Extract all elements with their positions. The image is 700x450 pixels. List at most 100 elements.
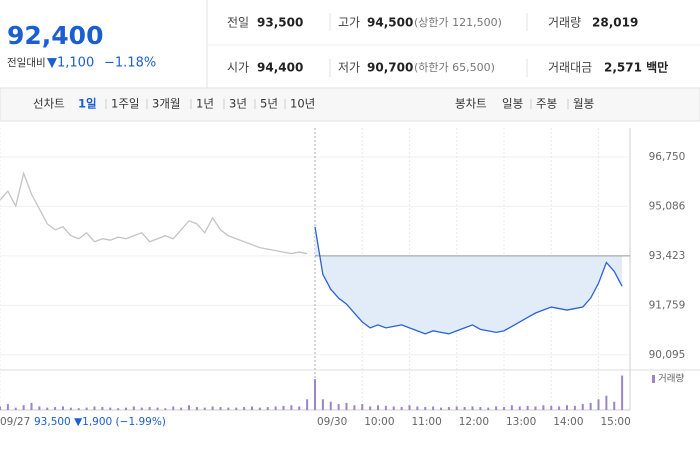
volume-bar — [329, 401, 332, 410]
volume-bar — [30, 402, 33, 410]
stat-value: 93,500 — [257, 16, 303, 30]
price-line — [314, 226, 623, 335]
volume-bar — [487, 407, 490, 410]
volume-bar — [408, 405, 411, 410]
volume-bar — [589, 402, 592, 410]
x-tick-label: 09/30 — [317, 416, 347, 428]
volume-bar — [621, 375, 624, 410]
tab[interactable]: 1주일 — [111, 97, 139, 111]
volume-bar — [203, 407, 206, 410]
tab[interactable]: 1일 — [78, 97, 97, 111]
y-tick-label: 91,759 — [649, 299, 686, 311]
volume-bar — [77, 408, 80, 410]
charts: 96,750 95,086 93,423 91,759 90,095 09/27 09/30… — [0, 128, 700, 428]
volume-bar — [479, 407, 482, 410]
volume-bar — [613, 401, 616, 410]
change: ▼1,100 — [47, 56, 94, 71]
volume-bar — [156, 407, 159, 410]
header-bg — [0, 0, 700, 88]
volume-bar — [0, 406, 1, 410]
area — [315, 226, 623, 334]
volume-bar — [558, 406, 561, 410]
x-tick-label: 14:00 — [553, 416, 583, 428]
volume-bar — [471, 406, 474, 410]
volume-bar — [22, 405, 25, 410]
volume-bar — [314, 379, 316, 410]
volume-bar — [195, 407, 198, 410]
volume-bar — [235, 407, 238, 410]
volume-bar — [14, 407, 17, 410]
volume-bar — [38, 406, 41, 410]
tab[interactable]: 1년 — [196, 97, 214, 111]
y-tick-label: 93,423 — [649, 250, 686, 262]
volume-bar — [109, 407, 112, 410]
tab[interactable]: 5년 — [260, 97, 278, 111]
volume-bar — [337, 404, 340, 410]
x-tick-label: 09/27 — [0, 416, 30, 428]
annotation: 93,500 ▼1,900 (−1.99%) — [34, 416, 166, 428]
price-line — [0, 171, 308, 255]
volume-bar — [534, 406, 537, 410]
tab[interactable]: 월봉 — [573, 97, 594, 111]
tab[interactable]: 3년 — [229, 97, 247, 111]
volume-bar — [566, 405, 568, 410]
volume-bar — [266, 407, 269, 410]
x-tick-label: 13:00 — [506, 416, 536, 428]
volume-bar — [164, 408, 167, 410]
stat-value: 28,019 — [592, 16, 638, 30]
tab[interactable]: 주봉 — [536, 97, 557, 111]
volume-bar — [424, 407, 427, 410]
volume-bar — [132, 406, 135, 410]
x-tick-label: 15:00 — [601, 416, 631, 428]
volume-bar — [510, 405, 513, 410]
volume-bar — [306, 399, 309, 410]
volume-bar — [172, 406, 175, 410]
volume-bar — [573, 405, 576, 410]
tabs: 선차트 1일 1주일 3개월 1년 3년 5년 10년 봉차트 일봉 주봉 월봉 — [33, 97, 594, 111]
volume-bar — [211, 406, 214, 410]
volume-bar — [85, 407, 88, 410]
volume-bar — [180, 407, 183, 410]
tab[interactable]: 일봉 — [502, 97, 523, 111]
volume-bar — [503, 407, 505, 410]
stat-note: (하한가 65,500) — [414, 60, 495, 74]
volume-bar — [605, 395, 608, 410]
volume-bar — [447, 407, 450, 410]
tab[interactable]: 3개월 — [152, 97, 180, 111]
volume-bar — [384, 405, 387, 410]
tab-label: 봉차트 — [455, 97, 487, 111]
volume-bar — [140, 407, 143, 410]
current-price: 92,400 — [7, 21, 103, 50]
stat-label: 거래대금 — [548, 61, 592, 75]
tab-bar — [0, 87, 700, 122]
stat-label: 시가 — [227, 61, 249, 75]
volume-bar — [440, 407, 442, 410]
volume-bar — [542, 405, 545, 410]
stat-label: 전일 — [227, 16, 249, 30]
tab[interactable]: 10년 — [290, 97, 315, 111]
volume-bar — [345, 402, 348, 410]
volume-bar — [54, 407, 57, 410]
volume-bar — [400, 407, 403, 410]
volume-bar — [62, 406, 64, 410]
volume-bar — [526, 405, 529, 410]
volume-bar — [251, 406, 253, 410]
legend-swatch — [652, 375, 655, 383]
volume-bar — [518, 406, 521, 410]
volume-bar — [46, 407, 49, 410]
legend-label: 거래량 — [658, 373, 684, 385]
volume-bar — [416, 406, 419, 410]
tab-label: 선차트 — [33, 97, 65, 111]
volume-bar — [117, 408, 120, 410]
volume-bar — [188, 405, 190, 410]
y-tick-label: 95,086 — [649, 200, 686, 212]
volume-bar — [227, 407, 230, 410]
volume-bar — [455, 406, 458, 410]
volume-bar — [495, 406, 498, 410]
volume-bar — [69, 407, 72, 410]
volume-bar — [282, 405, 285, 410]
stat-label: 저가 — [338, 61, 360, 75]
volume-bar — [432, 406, 435, 410]
volume-bar — [353, 405, 356, 410]
